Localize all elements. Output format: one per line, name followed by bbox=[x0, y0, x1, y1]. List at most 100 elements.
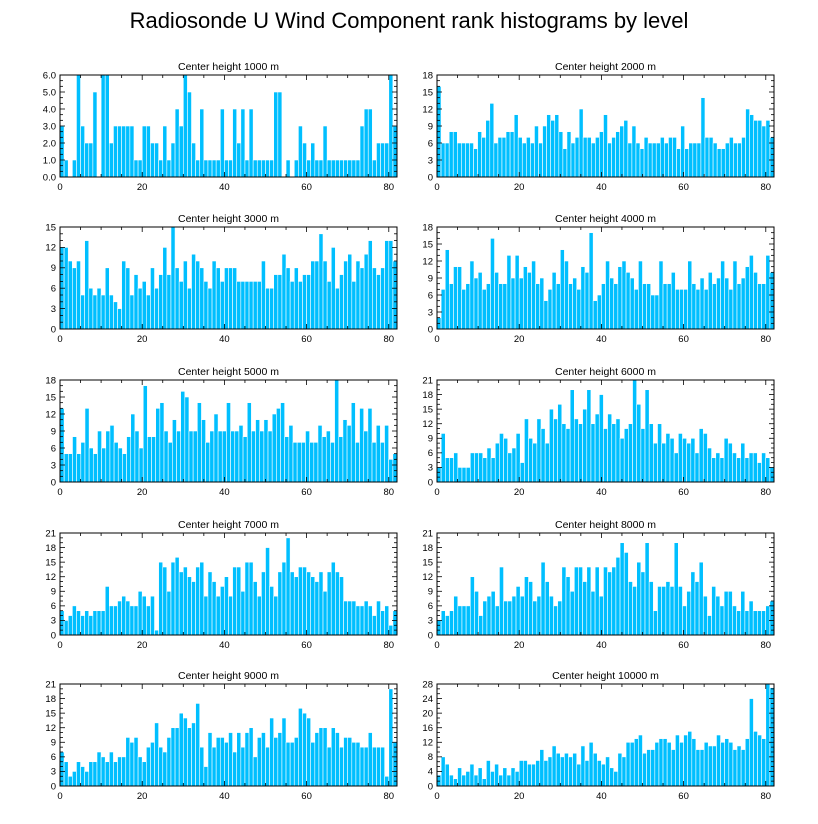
y-tick-label: 12 bbox=[422, 419, 433, 430]
histogram-bar bbox=[687, 731, 693, 787]
histogram-bar bbox=[580, 266, 586, 330]
histogram-bar bbox=[702, 595, 708, 636]
histogram-bar bbox=[494, 605, 500, 636]
histogram-bar bbox=[490, 771, 495, 787]
y-tick-label: 15 bbox=[422, 404, 433, 415]
histogram-bar bbox=[765, 120, 771, 178]
histogram-bar bbox=[261, 571, 266, 636]
histogram-bar bbox=[698, 428, 704, 483]
histogram-bar bbox=[256, 595, 262, 636]
histogram-bar bbox=[252, 159, 258, 178]
histogram-bar bbox=[330, 247, 336, 330]
histogram-bar bbox=[67, 775, 73, 787]
y-tick-label: 3 bbox=[428, 463, 433, 474]
histogram-bar bbox=[558, 131, 564, 178]
histogram-bar bbox=[188, 430, 194, 483]
histogram-bar bbox=[708, 137, 714, 178]
histogram-bar bbox=[72, 605, 77, 636]
histogram-bar bbox=[191, 722, 196, 787]
y-tick-label: 21 bbox=[45, 528, 56, 539]
histogram-bar bbox=[109, 425, 115, 483]
histogram-bar bbox=[559, 249, 565, 330]
histogram-bar bbox=[765, 255, 771, 330]
histogram-bar bbox=[757, 120, 763, 178]
panel-grid: Center height 1000 m 0.0 1.0 2.0 3.0 4.0 5.0 6.… bbox=[43, 61, 775, 802]
histogram-bar bbox=[281, 253, 287, 330]
y-tick-label: 12 bbox=[45, 572, 56, 583]
panel-title: Center height 10000 m bbox=[552, 670, 659, 682]
histogram-bar bbox=[187, 287, 192, 330]
histogram-bar bbox=[615, 556, 621, 636]
plot-frame bbox=[436, 683, 775, 787]
y-tick-label: 0 bbox=[428, 630, 433, 641]
y-tick-label: 15 bbox=[45, 557, 56, 568]
histogram-bar bbox=[159, 402, 165, 483]
histogram-bar bbox=[306, 274, 311, 330]
histogram-bar bbox=[665, 581, 671, 636]
y-tick-label: 6 bbox=[51, 284, 56, 295]
histogram-bar bbox=[121, 756, 127, 787]
histogram-bar bbox=[669, 586, 675, 636]
histogram-bar bbox=[392, 610, 398, 636]
y-tick-label: 6.0 bbox=[43, 70, 56, 81]
histogram-bar bbox=[372, 746, 377, 787]
histogram-bar bbox=[474, 590, 479, 636]
histogram-bar bbox=[623, 428, 629, 483]
histogram-bar bbox=[542, 125, 547, 178]
histogram-bar bbox=[230, 430, 236, 483]
histogram-bar bbox=[535, 283, 541, 330]
histogram-bar bbox=[527, 763, 532, 787]
histogram-bar bbox=[578, 566, 583, 636]
histogram-bar bbox=[76, 74, 81, 178]
histogram-bar bbox=[207, 159, 213, 178]
histogram-bar bbox=[572, 752, 578, 787]
histogram-bar bbox=[302, 274, 307, 330]
histogram-bar bbox=[59, 610, 65, 636]
histogram-bar bbox=[76, 610, 81, 636]
histogram-bar bbox=[611, 137, 616, 178]
histogram-bar bbox=[646, 749, 652, 787]
histogram-bar bbox=[736, 457, 742, 483]
histogram-bar bbox=[502, 767, 508, 787]
histogram-bar bbox=[611, 423, 617, 483]
histogram-bar bbox=[675, 734, 680, 787]
histogram-bar bbox=[449, 774, 454, 787]
histogram-bar bbox=[469, 763, 475, 787]
histogram-bar bbox=[607, 571, 613, 636]
histogram-bar bbox=[126, 436, 132, 483]
histogram-bar bbox=[92, 294, 98, 330]
y-tick-label: 28 bbox=[422, 679, 433, 690]
histogram-bar bbox=[588, 741, 594, 787]
histogram-bar bbox=[613, 771, 619, 787]
histogram-bar bbox=[546, 114, 551, 178]
histogram-bar bbox=[569, 389, 575, 483]
histogram-bar bbox=[757, 283, 762, 330]
histogram-bar bbox=[707, 745, 713, 787]
histogram-bar bbox=[586, 389, 592, 483]
x-tick-label: 0 bbox=[434, 334, 439, 345]
histogram-bar bbox=[72, 436, 77, 483]
histogram-bar bbox=[523, 760, 528, 787]
panel-title: Center height 7000 m bbox=[178, 519, 279, 531]
histogram-bar bbox=[449, 457, 454, 483]
histogram-bar bbox=[514, 255, 520, 330]
histogram-bar bbox=[461, 467, 467, 483]
histogram-bar bbox=[707, 447, 712, 483]
histogram-bar bbox=[265, 746, 270, 787]
histogram-panel-3: Center height 3000 m 0 3 6 9 12 15 0 20 40 60 80 bbox=[45, 213, 398, 345]
histogram-bar bbox=[573, 566, 579, 636]
histogram-bar bbox=[251, 430, 256, 483]
histogram-bar bbox=[76, 260, 81, 330]
histogram-bar bbox=[154, 629, 159, 636]
histogram-bar bbox=[582, 408, 588, 483]
histogram-bar bbox=[117, 600, 122, 636]
histogram-bar bbox=[117, 125, 122, 178]
histogram-bar bbox=[363, 600, 369, 636]
histogram-bar bbox=[350, 402, 356, 483]
histogram-bar bbox=[490, 590, 496, 636]
y-tick-label: 15 bbox=[422, 557, 433, 568]
histogram-bar bbox=[276, 408, 281, 483]
histogram-bar bbox=[631, 125, 637, 178]
y-tick-label: 12 bbox=[45, 409, 56, 420]
